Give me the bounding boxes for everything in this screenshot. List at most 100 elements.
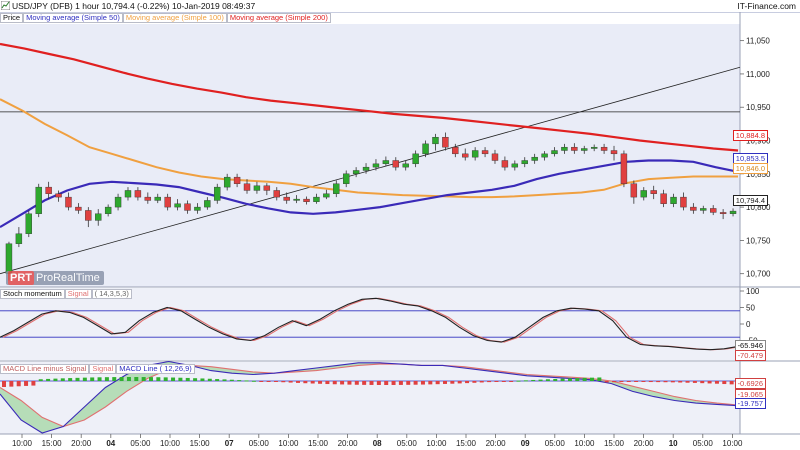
time-tick-label: 15:00	[456, 439, 477, 448]
candle	[452, 146, 459, 155]
candle	[561, 146, 568, 151]
price-pane	[0, 24, 740, 287]
candle	[95, 213, 102, 221]
macd-histogram-bar	[560, 378, 565, 381]
candle	[293, 198, 300, 201]
macd-histogram-bar	[141, 377, 146, 381]
macd-legend: MACD Line minus Signal Signal MACD Line …	[0, 364, 195, 374]
time-tick-label: 09	[521, 439, 530, 448]
macd-histogram-bar	[266, 381, 271, 382]
ma200-line	[0, 42, 739, 152]
candle	[85, 210, 92, 221]
candle	[541, 153, 548, 158]
candle	[184, 203, 191, 211]
macd-histogram-bar	[398, 381, 403, 385]
macd-histogram-bar	[296, 381, 300, 383]
legend-ma100[interactable]: Moving average (Simple 100)	[122, 13, 227, 23]
candle	[75, 206, 82, 211]
macd-histogram-bar	[457, 381, 462, 384]
macd-histogram-bar	[9, 381, 14, 387]
time-tick-label: 15:00	[604, 439, 625, 448]
macd-histogram-bar	[251, 380, 256, 382]
price-tick-label: 10,800	[746, 203, 771, 212]
macd-histogram-bar	[16, 381, 21, 387]
candle	[25, 213, 32, 234]
macd-histogram-bar	[604, 381, 609, 383]
macd-histogram-bar	[648, 381, 653, 383]
macd-histogram-bar	[97, 377, 102, 381]
macd-histogram-bar	[222, 379, 227, 381]
macd-histogram-bar	[303, 381, 308, 384]
candle	[323, 193, 330, 198]
candle	[144, 196, 152, 201]
macd-line	[0, 360, 739, 434]
candle	[521, 160, 528, 165]
watermark-text: ProRealTime	[36, 272, 100, 284]
candle	[104, 206, 112, 214]
candle	[442, 136, 449, 148]
chart-title: USD/JPY (DFB) 1 hour 10,794.4 (-0.22%) 1…	[12, 1, 256, 11]
legend-ma50[interactable]: Moving average (Simple 50)	[23, 13, 123, 23]
time-tick-label: 15:00	[308, 439, 329, 448]
time-tick-label: 07	[225, 439, 234, 448]
macd-histogram-bar	[193, 378, 198, 381]
macd-histogram-bar	[332, 381, 337, 385]
macd-histogram-bar	[391, 381, 396, 385]
macd-histogram-bar	[178, 377, 183, 381]
macd-histogram-bar	[663, 381, 668, 383]
candle	[223, 176, 231, 188]
macd-histogram-bar	[237, 380, 242, 382]
candle	[382, 160, 390, 165]
time-tick-label: 05:00	[249, 439, 270, 448]
macd-histogram-bar	[281, 381, 286, 383]
macd-signal-label[interactable]: Signal	[89, 364, 117, 374]
stoch-params: ( 14,3,5,3)	[91, 289, 132, 299]
candle	[650, 190, 657, 194]
legend-price[interactable]: Price	[0, 13, 24, 23]
stoch-tick-label: 50	[746, 304, 755, 313]
legend-ma200[interactable]: Moving average (Simple 200)	[226, 13, 331, 23]
macd-histogram-bar	[567, 378, 572, 381]
stoch-label[interactable]: Stoch momentum	[0, 289, 65, 299]
candle	[729, 210, 737, 214]
prorealtime-watermark: PRT ProRealTime	[6, 271, 104, 285]
time-tick-label: 10:00	[722, 439, 743, 448]
macd-histogram-bar	[126, 377, 131, 381]
macd-histogram-bar	[435, 381, 440, 385]
price-tick-label: 10,900	[746, 137, 771, 146]
candle	[233, 176, 241, 184]
price-legend: Price Moving average (Simple 50) Moving …	[0, 13, 331, 23]
stoch-signal-label[interactable]: Signal	[64, 289, 92, 299]
candle	[124, 190, 132, 198]
time-tick-label: 20:00	[486, 439, 507, 448]
candle	[392, 160, 399, 168]
candle	[501, 160, 509, 168]
candle	[313, 196, 320, 202]
last-price-tag: 10,794.4	[732, 195, 768, 206]
brand-label[interactable]: IT-Finance.com	[737, 1, 796, 11]
macd-histogram-bar	[538, 379, 543, 381]
macd-histogram-bar	[531, 379, 536, 381]
candle	[620, 153, 628, 184]
time-tick-label: 05:00	[545, 439, 566, 448]
candle	[352, 170, 360, 175]
macd-line-label[interactable]: MACD Line ( 12,26,9)	[116, 364, 195, 374]
candle	[214, 186, 221, 201]
stoch-tick-label: 100	[746, 287, 760, 296]
candle	[719, 212, 727, 214]
candle	[303, 198, 310, 202]
macd-histogram-bar	[215, 379, 220, 381]
macd-histogram-bar	[494, 381, 499, 382]
time-tick-label: 10:00	[278, 439, 299, 448]
macd-histogram-bar	[362, 381, 367, 385]
macd-hist-label[interactable]: MACD Line minus Signal	[0, 364, 90, 374]
macd-histogram-bar	[369, 381, 374, 385]
macd-histogram-bar	[678, 381, 683, 383]
macd-line-tag: -19.757	[734, 398, 766, 409]
prorealtime-logo: PRT	[8, 271, 34, 285]
macd-histogram-bar	[68, 378, 73, 381]
candle	[273, 190, 280, 198]
candle	[710, 208, 717, 213]
macd-histogram-bar	[325, 381, 330, 385]
